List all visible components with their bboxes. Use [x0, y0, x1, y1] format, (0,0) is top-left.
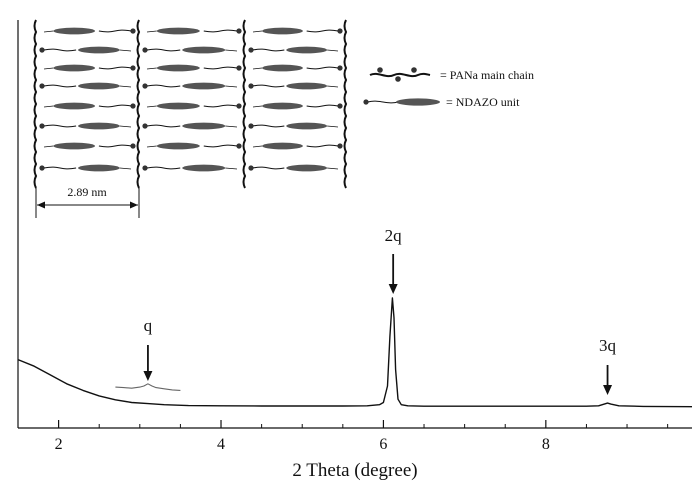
distance-marker: 2.89 nm [35, 185, 140, 218]
distance-label: 2.89 nm [67, 185, 107, 199]
side-chain-unit [142, 164, 238, 172]
x-tick-label: 2 [55, 436, 63, 453]
legend: = PANa main chain = NDAZO unit [363, 67, 534, 109]
peak-label: 3q [599, 336, 617, 355]
series-layer [17, 297, 693, 408]
side-chain-unit [39, 164, 132, 172]
side-chain-unit [248, 82, 339, 90]
legend-chain-symbol [369, 67, 431, 82]
side-chain-unit [142, 82, 238, 90]
legend-chain-label: = PANa main chain [440, 68, 534, 82]
peak-label: 2q [385, 226, 403, 245]
side-chain-unit [39, 82, 132, 90]
side-chain-unit [146, 27, 242, 35]
peak-arrow-head [603, 385, 613, 395]
x-tick-label: 4 [217, 436, 225, 453]
q-peak-magnified-line [115, 383, 181, 391]
backbone-chain [343, 19, 348, 189]
side-chain-unit [248, 122, 339, 130]
side-chain-unit [146, 142, 242, 150]
legend-unit-symbol [363, 98, 440, 106]
backbone-chain [136, 19, 141, 189]
side-chain-unit [43, 64, 136, 72]
side-chain-unit [43, 102, 136, 110]
lamellar-schematic [33, 19, 348, 189]
peak-arrow-head [388, 284, 398, 294]
peak-arrow-head [143, 371, 153, 381]
side-chain-unit [142, 46, 238, 54]
backbone-chain [242, 19, 247, 189]
side-chain-unit [252, 27, 343, 35]
side-chain-unit [43, 27, 136, 35]
side-chain-unit [146, 102, 242, 110]
xrd-pattern-line [17, 297, 693, 408]
x-ticks: 2 4 6 8 [55, 420, 669, 453]
side-chain-unit [142, 122, 238, 130]
x-tick-label: 8 [542, 436, 550, 453]
side-chain-unit [248, 46, 339, 54]
x-tick-label: 6 [379, 436, 387, 453]
side-chain-unit [252, 102, 343, 110]
peak-annotations: q 2q 3q [143, 226, 617, 395]
side-chain-unit [146, 64, 242, 72]
side-chain-unit [248, 164, 339, 172]
side-chain-unit [252, 64, 343, 72]
side-chain-unit [39, 46, 132, 54]
side-chain-unit [43, 142, 136, 150]
side-chain-unit [252, 142, 343, 150]
legend-unit-label: = NDAZO unit [446, 95, 520, 109]
peak-label: q [144, 316, 153, 335]
side-chain-unit [39, 122, 132, 130]
x-axis-label: 2 Theta (degree) [292, 460, 417, 481]
backbone-chain [33, 19, 38, 189]
